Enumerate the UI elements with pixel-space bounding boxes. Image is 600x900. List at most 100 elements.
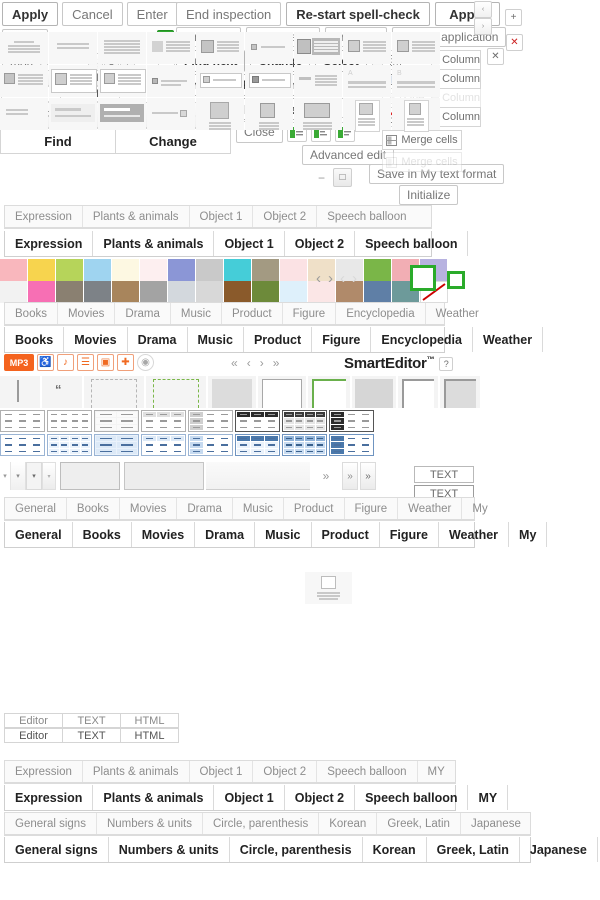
music-note-icon[interactable]: ♪ [57,354,74,371]
tab-expression2-on-0[interactable]: Expression [5,785,94,810]
table-style-thumb[interactable] [47,434,92,456]
color-swatch[interactable] [364,259,392,281]
tab-books-on-3[interactable]: Music [188,327,244,352]
table-style-thumb[interactable] [0,410,45,432]
color-swatch[interactable] [168,281,196,303]
color-swatch[interactable] [0,281,28,303]
color-swatch[interactable] [364,281,392,303]
table-style-thumb[interactable] [235,434,280,456]
expression2-tabs-inactive[interactable]: Expression Plants & animals Object 1 Object… [4,760,456,784]
layout-template-thumb[interactable] [196,98,244,130]
nav-next-button[interactable]: › [474,18,492,35]
tab-signs-on-1[interactable]: Numbers & units [109,837,230,862]
tab-signs-on-2[interactable]: Circle, parenthesis [230,837,363,862]
dropdown-caret-4[interactable]: ▾ [42,462,56,490]
table-style-thumb[interactable] [329,434,374,456]
books-tabs-active[interactable]: Books Movies Drama Music Product Figure Encycl… [4,327,544,353]
tab-expression2-off-5[interactable]: MY [427,765,445,778]
color-swatch[interactable] [112,281,140,303]
change-tab-active[interactable]: Change [115,128,231,154]
layout-template-thumb[interactable] [98,65,146,97]
tab-expression-active[interactable]: Expression [5,231,94,256]
pager-last-icon[interactable]: » [272,356,280,370]
tab-general-off-4[interactable]: Music [233,498,284,519]
layout-template-thumb[interactable] [147,65,195,97]
stop-icon[interactable]: □ [333,168,353,187]
layout-template-thumb[interactable] [98,32,146,64]
tab-general-off-5[interactable]: Product [284,498,345,519]
tab-general-on-6[interactable]: Figure [380,522,439,547]
tab-general-off-0[interactable]: General [5,498,67,519]
cancel-button[interactable]: Cancel [62,2,123,26]
headphone-icon[interactable]: ♿ [37,354,54,371]
color-swatch[interactable] [56,259,84,281]
box-style-thumb[interactable] [208,376,256,408]
tab-general-off-2[interactable]: Movies [120,498,178,519]
combo-input-3[interactable] [206,462,310,490]
tab-general-on-8[interactable]: My [509,522,548,547]
tab-general-off-7[interactable]: Weather [398,498,463,519]
general-tabs-active[interactable]: General Books Movies Drama Music Product Figur… [4,522,548,548]
tab-books-off-3[interactable]: Music [171,303,222,324]
color-swatch[interactable] [336,281,364,303]
tab-books-off-7[interactable]: Weather [435,307,479,320]
tab-general-off-8[interactable]: My [472,502,488,515]
layout-template-thumb[interactable] [196,32,244,64]
expression2-tabs-active[interactable]: Expression Plants & animals Object 1 Object… [4,785,509,811]
help-icon[interactable]: ? [439,356,454,371]
layout-template-thumb[interactable] [0,65,48,97]
minus-icon[interactable]: − [318,170,326,185]
layout-template-thumb[interactable] [343,98,391,132]
layout-template-thumb[interactable] [196,65,244,97]
signs-tabs-active[interactable]: General signs Numbers & units Circle, pare… [4,837,598,863]
color-swatch[interactable] [196,259,224,281]
palette-nav[interactable]: ‹ › ‹ › [316,270,357,287]
advanced-edit-button[interactable]: Advanced edit [302,145,395,165]
color-swatch[interactable] [0,259,28,281]
save-my-text-format-button[interactable]: Save in My text format [369,164,505,184]
box-style-thumb[interactable] [308,376,350,408]
layout-template-thumb[interactable] [98,98,146,130]
pager-next-icon[interactable]: › [259,356,264,370]
color-swatch[interactable] [84,281,112,303]
tab-expression2-on-5[interactable]: MY [468,785,509,810]
layout-template-thumb[interactable] [147,98,195,130]
expression-tabs-active[interactable]: Expression Plants & animals Object 1 Obj… [4,231,469,257]
table-style-thumb[interactable] [94,434,139,456]
tab-expression2-off-0[interactable]: Expression [5,761,83,782]
tab-speech-balloon-active[interactable]: Speech balloon [355,231,469,256]
tab-expression2-on-4[interactable]: Speech balloon [355,785,469,810]
tab-general-on-7[interactable]: Weather [439,522,510,547]
swatch-row-2[interactable] [0,281,448,303]
bottom-tab-html-active[interactable]: HTML [120,728,179,743]
media-toolbar[interactable]: MP3 ♿ ♪ ☰ ▣ ✚ ◉ [4,354,154,371]
tab-object-1[interactable]: Object 1 [190,206,254,227]
color-swatch[interactable] [224,259,252,281]
bottom-tab-editor[interactable]: Editor [4,713,63,728]
expression-tabs-inactive[interactable]: Expression Plants & animals Object 1 Obj… [4,205,432,229]
nav-prev-button[interactable]: ‹ [474,1,492,18]
inspection-button-row[interactable]: End inspection Re-start spell-check Appl… [176,2,500,26]
box-style-thumb[interactable] [146,376,206,408]
tab-expression2-on-2[interactable]: Object 1 [214,785,285,810]
books-tabs-inactive[interactable]: Books Movies Drama Music Product Figure Encycl… [4,302,479,326]
pager-nav[interactable]: « ‹ › » [231,356,279,370]
table-style-thumb[interactable] [0,434,45,456]
palette-next-icon[interactable]: › [328,270,333,287]
layout-template-thumb[interactable] [343,32,391,64]
color-palette[interactable] [0,259,448,303]
table-style-thumb[interactable] [141,410,186,432]
combo-input-2[interactable] [124,462,204,490]
tab-expression2-off-2[interactable]: Object 1 [190,761,254,782]
tab-object-2-active[interactable]: Object 2 [285,231,356,256]
bottom-mode-tabs-active[interactable]: Editor TEXT HTML [4,728,179,743]
close-icon-red[interactable]: ✕ [506,34,523,51]
selected-color-large[interactable] [410,265,436,291]
list-icon[interactable]: ☰ [77,354,94,371]
text-button-group[interactable]: TEXT TEXT [414,466,474,502]
plus-icon[interactable]: + [505,9,522,26]
color-swatch[interactable] [56,281,84,303]
end-inspection-button[interactable]: End inspection [176,2,282,26]
tab-signs-off-2[interactable]: Circle, parenthesis [203,813,320,834]
